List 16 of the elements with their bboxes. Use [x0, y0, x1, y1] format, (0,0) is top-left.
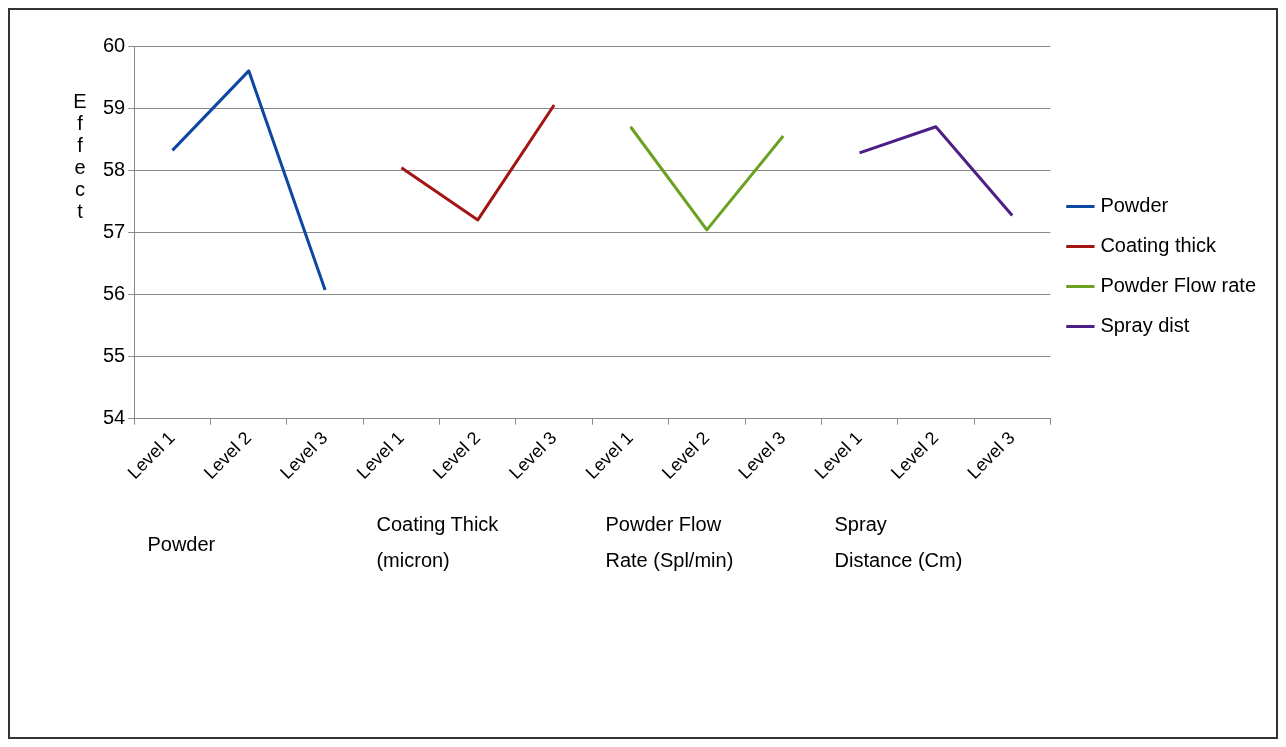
text: Spray Distance (Cm) [834, 512, 963, 571]
text: Coating Thick (micron) [376, 512, 500, 571]
y-tick-label: 59 [103, 95, 126, 118]
legend-label: Spray dist [1100, 314, 1190, 337]
text: Powder [147, 532, 216, 555]
y-tick-label: 55 [103, 344, 126, 367]
y-axis-title: Effect [73, 89, 87, 222]
y-tick-label: 58 [103, 157, 126, 180]
legend-label: Powder Flow rate [1100, 274, 1257, 297]
y-tick-label: 56 [103, 281, 126, 304]
legend-label: Coating thick [1100, 234, 1217, 257]
text: Powder Flow Rate (Spl/min) [605, 512, 734, 571]
legend-label: Powder [1100, 194, 1169, 217]
y-tick-label: 57 [103, 219, 126, 242]
y-tick-label: 60 [103, 33, 126, 56]
y-tick-label: 54 [103, 406, 126, 429]
